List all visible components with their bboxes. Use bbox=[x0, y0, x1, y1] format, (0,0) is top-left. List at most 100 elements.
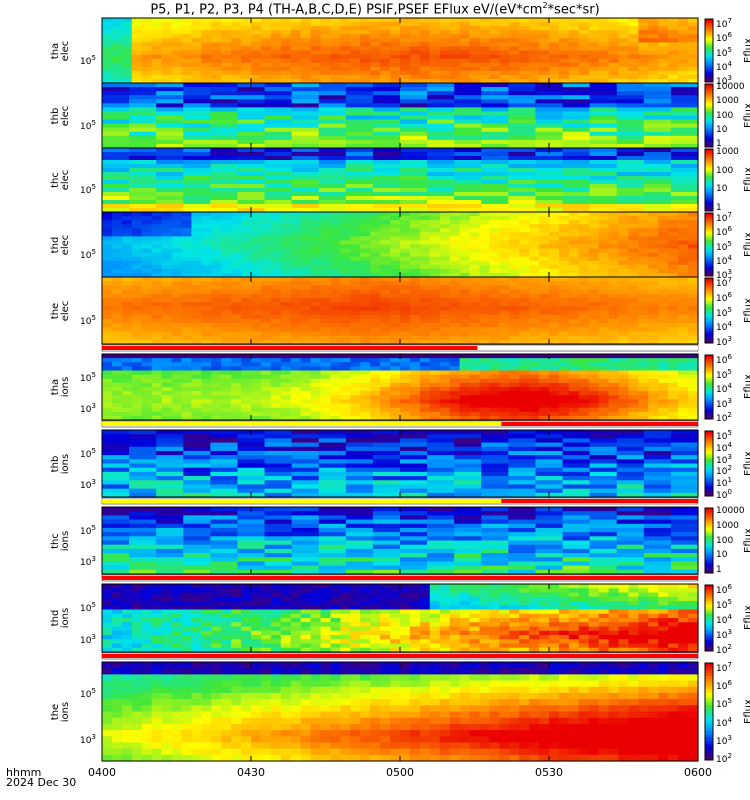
heatmap-cell bbox=[529, 224, 540, 229]
heatmap-cell bbox=[578, 46, 590, 52]
heatmap-cell bbox=[370, 50, 381, 56]
heatmap-cell bbox=[380, 272, 391, 278]
heatmap-cell bbox=[519, 415, 530, 421]
heatmap-cell bbox=[668, 293, 679, 299]
heatmap-cell bbox=[181, 395, 192, 400]
heatmap-cell bbox=[489, 366, 500, 372]
heatmap-cell bbox=[578, 387, 590, 392]
heatmap-cell bbox=[568, 216, 580, 221]
heatmap-cell bbox=[320, 22, 332, 27]
heatmap-cell bbox=[211, 382, 222, 388]
heatmap-cell bbox=[616, 192, 645, 197]
heatmap-cell bbox=[380, 232, 391, 237]
heatmap-cell bbox=[330, 74, 341, 80]
heatmap-cell bbox=[211, 399, 222, 405]
heatmap-cell bbox=[370, 285, 381, 291]
heatmap-cell bbox=[429, 366, 441, 372]
heatmap-cell bbox=[310, 34, 322, 39]
heatmap-cell bbox=[102, 455, 130, 460]
heatmap-cell bbox=[260, 224, 272, 229]
heatmap-cell bbox=[380, 387, 391, 392]
heatmap-cell bbox=[201, 260, 212, 266]
heatmap-cell bbox=[658, 34, 669, 39]
heatmap-cell bbox=[668, 50, 679, 56]
heatmap-cell bbox=[241, 58, 252, 64]
heatmap-cell bbox=[588, 382, 600, 388]
colorbar-step bbox=[705, 102, 713, 106]
heatmap-cell bbox=[161, 289, 173, 295]
heatmap-cell bbox=[688, 310, 699, 316]
heatmap-cell bbox=[330, 62, 341, 68]
heatmap-cell bbox=[409, 323, 421, 328]
heatmap-cell bbox=[670, 83, 699, 88]
heatmap-cell bbox=[210, 492, 239, 498]
heatmap-cell bbox=[191, 232, 202, 237]
heatmap-cell bbox=[251, 232, 262, 237]
heatmap-cell bbox=[121, 387, 133, 392]
heatmap-cell bbox=[519, 306, 530, 312]
status-bar bbox=[101, 420, 699, 428]
heatmap-cell bbox=[320, 66, 332, 72]
heatmap-cell bbox=[454, 131, 482, 137]
heatmap-cell bbox=[400, 143, 428, 149]
heatmap-cell bbox=[499, 285, 510, 291]
heatmap-cell bbox=[330, 224, 341, 229]
heatmap-cell bbox=[151, 236, 163, 242]
heatmap-cell bbox=[568, 366, 580, 372]
heatmap-cell bbox=[141, 302, 153, 307]
heatmap-cell bbox=[280, 240, 292, 246]
heatmap-cell bbox=[121, 358, 133, 363]
heatmap-cell bbox=[370, 358, 381, 363]
heatmap-cell bbox=[121, 293, 133, 299]
heatmap-cell bbox=[210, 180, 239, 185]
heatmap-cell bbox=[291, 87, 320, 92]
heatmap-cell bbox=[616, 91, 645, 96]
heatmap-cell bbox=[638, 78, 649, 84]
heatmap-cell bbox=[370, 54, 381, 60]
heatmap-cell bbox=[390, 216, 401, 221]
heatmap-cell bbox=[350, 66, 361, 72]
heatmap-cell bbox=[121, 411, 133, 417]
heatmap-cell bbox=[291, 438, 320, 444]
heatmap-cell bbox=[345, 184, 374, 189]
heatmap-cell bbox=[350, 212, 361, 217]
heatmap-cell bbox=[251, 54, 262, 60]
heatmap-cell bbox=[648, 18, 659, 23]
heatmap-cell bbox=[221, 78, 232, 84]
heatmap-cell bbox=[608, 302, 620, 307]
heatmap-cell bbox=[670, 192, 699, 197]
heatmap-cell bbox=[320, 335, 332, 341]
heatmap-cell bbox=[181, 358, 192, 363]
heatmap-cell bbox=[509, 314, 520, 320]
heatmap-cell bbox=[489, 46, 500, 52]
heatmap-cell bbox=[360, 285, 371, 291]
colorbar-step bbox=[705, 215, 713, 218]
heatmap-cell bbox=[390, 224, 401, 229]
heatmap-cell bbox=[598, 264, 610, 270]
heatmap-cell bbox=[121, 306, 133, 312]
heatmap-cell bbox=[310, 331, 322, 337]
heatmap-cell bbox=[350, 306, 361, 312]
heatmap-cell bbox=[479, 260, 490, 266]
heatmap-cell bbox=[260, 306, 272, 312]
heatmap-cell bbox=[161, 331, 173, 337]
heatmap-cell bbox=[260, 38, 272, 43]
heatmap-cell bbox=[539, 415, 550, 421]
heatmap-cell bbox=[678, 318, 689, 324]
heatmap-cell bbox=[360, 297, 371, 303]
heatmap-cell bbox=[549, 256, 560, 262]
heatmap-cell bbox=[318, 442, 347, 448]
heatmap-cell bbox=[578, 339, 590, 345]
heatmap-cell bbox=[291, 156, 320, 161]
heatmap-cell bbox=[479, 74, 490, 80]
heatmap-cell bbox=[241, 395, 252, 400]
heatmap-cell bbox=[648, 281, 659, 286]
heatmap-cell bbox=[589, 172, 618, 177]
heatmap-cell bbox=[102, 168, 130, 173]
heatmap-cell bbox=[419, 387, 431, 392]
heatmap-cell bbox=[419, 268, 431, 274]
heatmap-cell bbox=[270, 244, 282, 250]
heatmap-cell bbox=[688, 220, 699, 225]
heatmap-cell bbox=[419, 399, 431, 405]
heatmap-cell bbox=[370, 58, 381, 64]
